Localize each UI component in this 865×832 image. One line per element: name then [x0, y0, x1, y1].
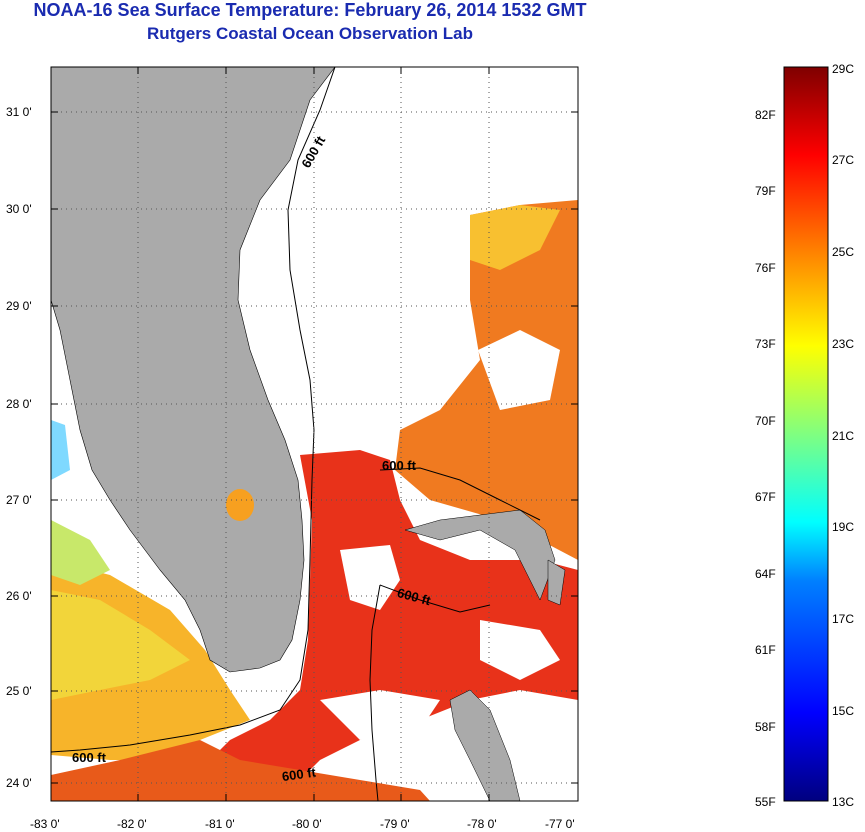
map-subtitle: Rutgers Coastal Ocean Observation Lab — [147, 24, 473, 43]
x-tick-label: -79 0' — [380, 817, 410, 831]
celsius-label: 25C — [832, 245, 854, 259]
celsius-label: 19C — [832, 520, 854, 534]
celsius-label: 17C — [832, 612, 854, 626]
isobath-600ft-bahamas — [379, 467, 541, 521]
map-title: NOAA-16 Sea Surface Temperature: Februar… — [33, 0, 587, 20]
fahrenheit-label: 76F — [755, 261, 776, 275]
fahrenheit-label: 64F — [755, 567, 776, 581]
gulf-stream — [200, 450, 578, 790]
y-tick-label: 30 0' — [6, 202, 32, 216]
contour-label: 600 ft — [382, 458, 417, 473]
celsius-label: 21C — [832, 429, 854, 443]
fahrenheit-label: 82F — [755, 108, 776, 122]
gulf-yellow-patch — [51, 590, 190, 700]
x-tick-label: -81 0' — [205, 817, 235, 831]
y-tick-label: 24 0' — [6, 776, 32, 790]
gulf-cyan-patch — [51, 420, 70, 480]
celsius-label: 15C — [832, 704, 854, 718]
contour-label: 600 ft — [72, 750, 107, 765]
celsius-label: 29C — [832, 62, 854, 76]
contour-label: 600 ft — [281, 764, 317, 784]
map-image — [51, 67, 578, 801]
y-tick-label: 27 0' — [6, 493, 32, 507]
x-tick-label: -82 0' — [117, 817, 147, 831]
x-tick-label: -83 0' — [30, 817, 60, 831]
y-axis-labels: 31 0' 30 0' 29 0' 28 0' 27 0' 26 0' 25 0… — [6, 105, 32, 790]
keys-water — [51, 740, 430, 801]
x-tick-label: -78 0' — [467, 817, 497, 831]
temperature-colorbar — [783, 66, 829, 802]
gulf-green-patch — [51, 520, 110, 585]
atlantic-yellow-patch — [470, 205, 560, 270]
lake-okeechobee — [226, 489, 254, 521]
eleuthera-land — [547, 559, 566, 606]
x-axis-labels: -83 0' -82 0' -81 0' -80 0' -79 0' -78 0… — [30, 817, 575, 831]
florida-land — [51, 67, 336, 673]
cloud-patch — [478, 330, 560, 410]
colorbar-fahrenheit-labels: 82F 79F 76F 73F 70F 67F 64F 61F 58F 55F — [755, 108, 776, 809]
fahrenheit-label: 61F — [755, 643, 776, 657]
y-tick-label: 29 0' — [6, 299, 32, 313]
grand-bahama-land — [404, 509, 556, 601]
celsius-label: 27C — [832, 153, 854, 167]
y-tick-label: 28 0' — [6, 397, 32, 411]
cloud-patch — [320, 690, 440, 740]
celsius-label: 23C — [832, 337, 854, 351]
y-tick-label: 26 0' — [6, 589, 32, 603]
fahrenheit-label: 67F — [755, 490, 776, 504]
andros-land — [449, 689, 521, 801]
tick-marks — [51, 67, 578, 801]
y-tick-label: 25 0' — [6, 684, 32, 698]
celsius-label: 13C — [832, 795, 854, 809]
y-tick-label: 31 0' — [6, 105, 32, 119]
fahrenheit-label: 79F — [755, 184, 776, 198]
fahrenheit-label: 73F — [755, 337, 776, 351]
fahrenheit-label: 58F — [755, 720, 776, 734]
fahrenheit-label: 70F — [755, 414, 776, 428]
cloud-patch — [340, 545, 400, 610]
atlantic-shelf-water — [395, 200, 578, 560]
isobath-600ft-east — [51, 67, 336, 753]
cloud-patch — [480, 620, 560, 680]
x-tick-label: -80 0' — [292, 817, 322, 831]
x-tick-label: -77 0' — [545, 817, 575, 831]
colorbar-celsius-labels: 29C 27C 25C 23C 21C 19C 17C 15C 13C — [832, 62, 854, 809]
fahrenheit-label: 55F — [755, 795, 776, 809]
isobath-600ft-north-bank — [379, 584, 491, 613]
